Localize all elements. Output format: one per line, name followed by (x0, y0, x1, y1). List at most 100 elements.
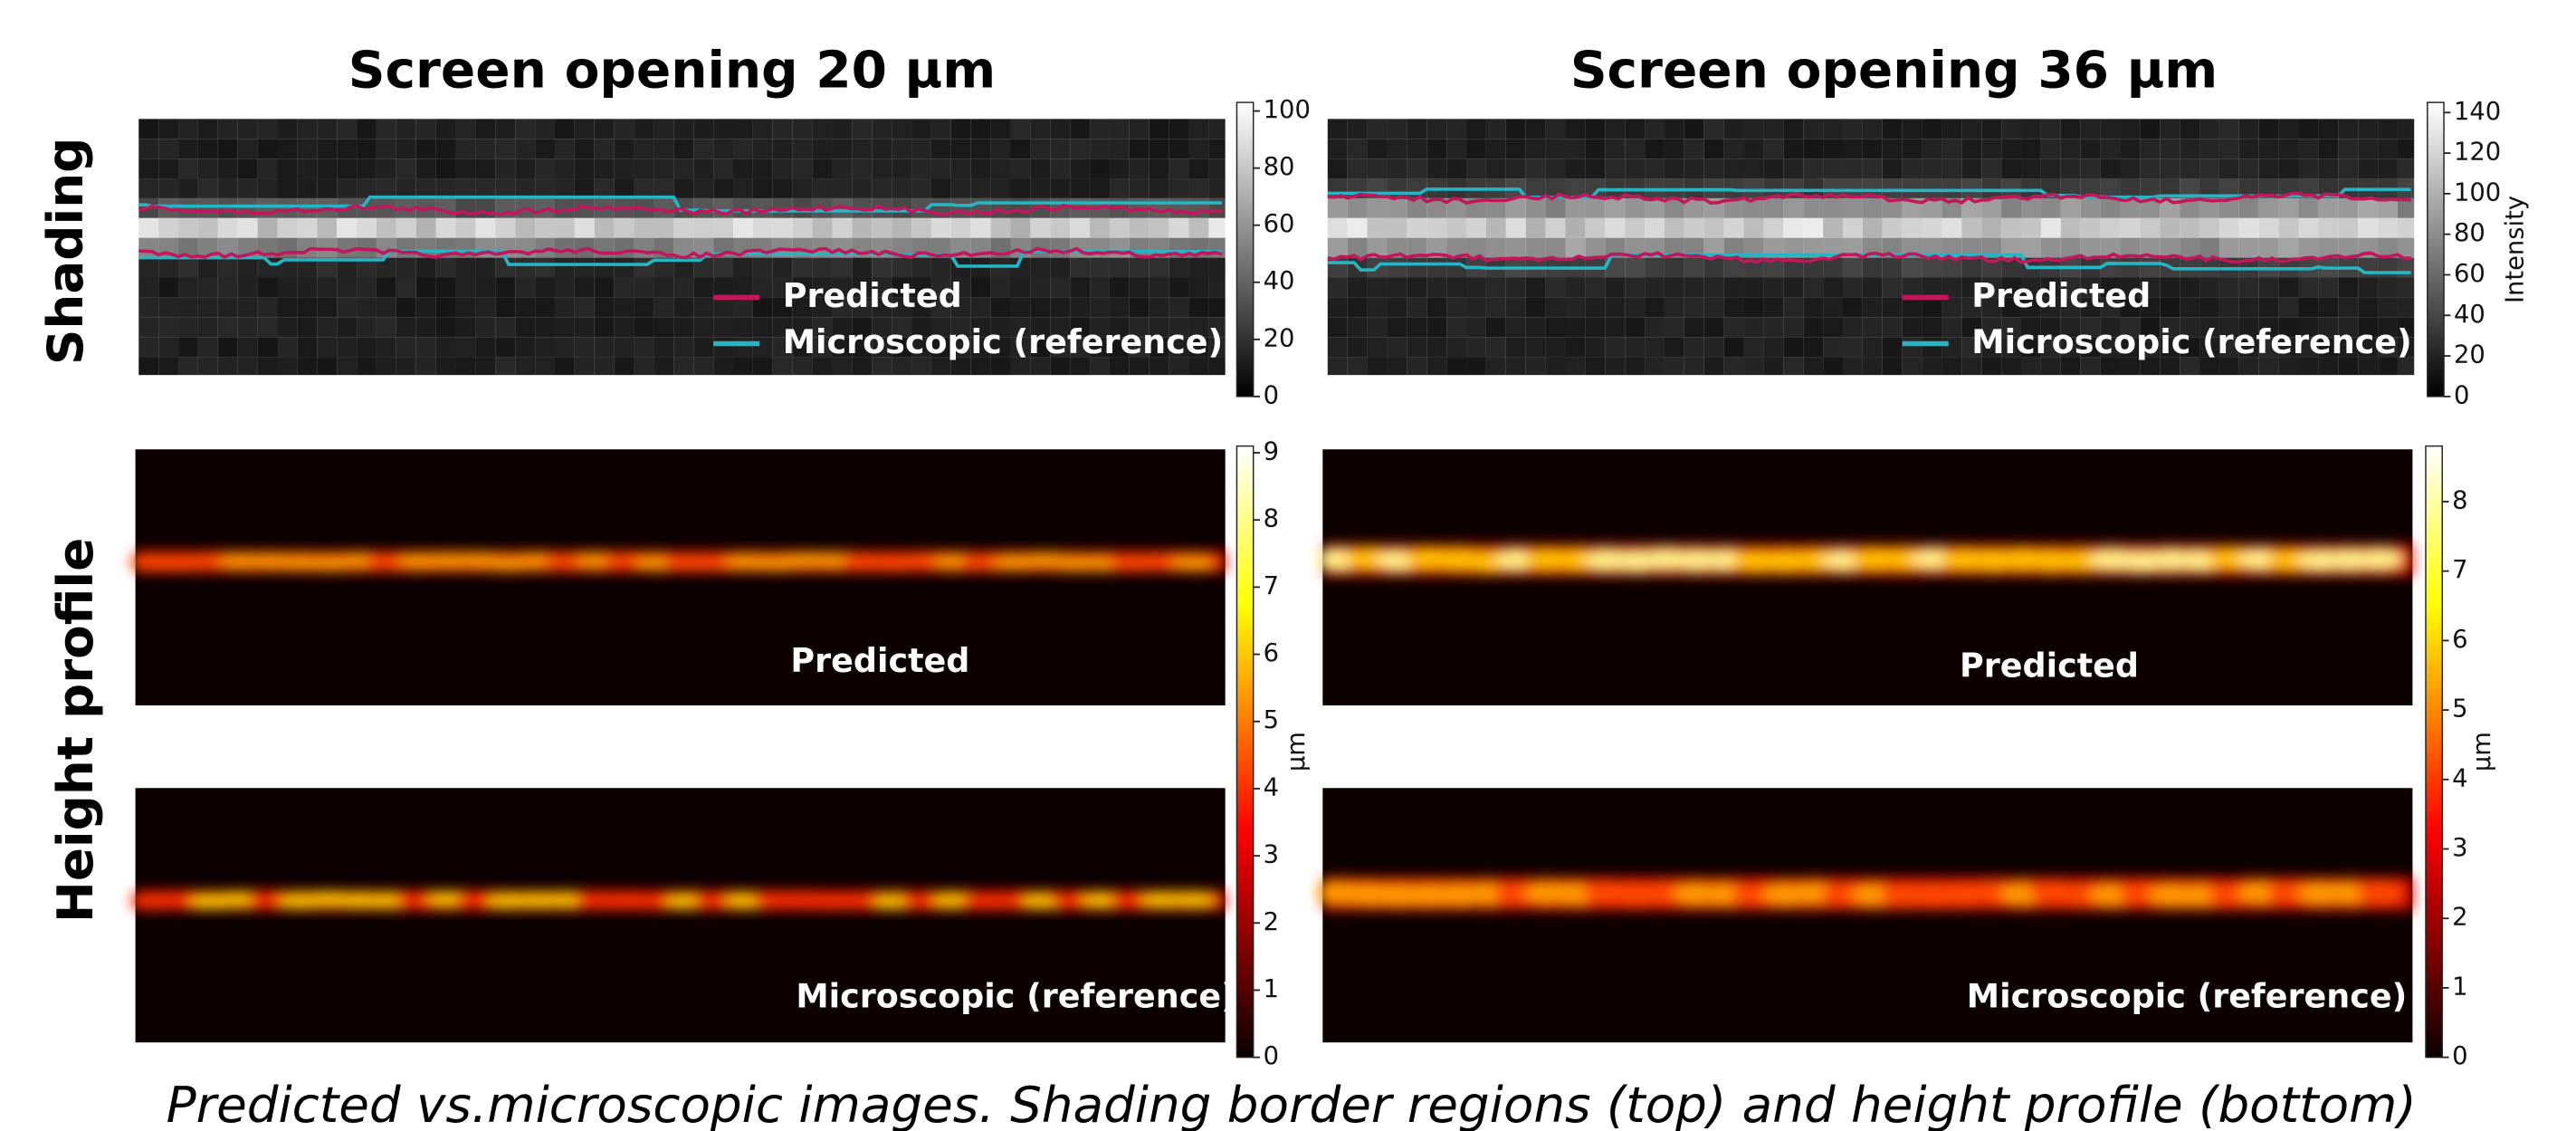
pixel (1407, 237, 1427, 258)
pixel (2040, 357, 2061, 376)
pixel (337, 158, 358, 179)
pixel (970, 277, 991, 298)
pixel (2100, 237, 2121, 258)
pixel (317, 217, 338, 238)
pixel (654, 337, 674, 358)
pixel (1684, 357, 1704, 376)
pixel (2120, 197, 2141, 218)
pixel (2218, 217, 2239, 238)
pixel (673, 277, 694, 298)
pixel (2060, 357, 2081, 376)
pixel (1387, 297, 1407, 318)
pixel (2258, 297, 2279, 318)
pixel (2278, 197, 2299, 218)
pixel (237, 178, 258, 198)
pixel (693, 178, 714, 198)
pixel (792, 337, 813, 358)
pixel (357, 357, 377, 376)
pixel (693, 257, 714, 278)
colorbar-tick-label: 2 (1264, 908, 1279, 936)
pixel (1605, 158, 1626, 179)
pixel (158, 277, 179, 298)
pixel (1070, 317, 1091, 338)
pixel (1129, 257, 1150, 278)
pixel (1327, 139, 1348, 159)
pixel (2021, 178, 2041, 198)
pixel (2258, 317, 2279, 338)
pixel (1030, 297, 1051, 318)
pixel (415, 357, 436, 376)
pixel (2397, 337, 2415, 358)
pixel (713, 317, 734, 338)
pixel (2258, 178, 2279, 198)
pixel (1090, 257, 1110, 278)
pixel (2358, 357, 2379, 376)
pixel (1010, 277, 1031, 298)
pixel (1565, 357, 1586, 376)
pixel (970, 317, 991, 338)
pixel (1981, 357, 2002, 376)
pixel (1466, 357, 1486, 376)
pixel (930, 317, 951, 338)
pixel (1703, 158, 1724, 179)
pixel (1347, 217, 1368, 238)
pixel (1645, 139, 1665, 159)
pixel (832, 139, 853, 159)
pixel (475, 139, 496, 159)
pixel (930, 357, 951, 376)
pixel (495, 357, 516, 376)
pixel (733, 139, 753, 159)
pixel (435, 257, 456, 278)
pixel (435, 357, 456, 376)
pixel (1664, 257, 1684, 278)
pixel (634, 277, 654, 298)
pixel (1823, 277, 1843, 298)
pixel (792, 119, 813, 139)
pixel (554, 197, 575, 218)
pixel (515, 317, 536, 338)
pixel (673, 178, 694, 198)
height-image: Microscopic (reference) (1316, 788, 2413, 1043)
pixel (1922, 277, 1942, 298)
pixel (1783, 237, 1804, 258)
pixel (475, 158, 496, 179)
pixel (495, 217, 516, 238)
pixel (1743, 277, 1764, 298)
pixel (1842, 257, 1863, 278)
pixel (990, 158, 1011, 179)
pixel (2397, 197, 2415, 218)
pixel (673, 139, 694, 159)
pixel (1763, 277, 1784, 298)
pixel (1981, 337, 2002, 358)
pixel (1625, 237, 1646, 258)
pixel (2338, 277, 2359, 298)
pixel (1466, 317, 1486, 338)
pixel (535, 158, 555, 179)
pixel (772, 158, 793, 179)
pixel (2218, 237, 2239, 258)
pixel (1902, 337, 1922, 358)
pixel (1842, 277, 1863, 298)
pixel (792, 178, 813, 198)
pixel (1505, 237, 1526, 258)
pixel (1070, 337, 1091, 358)
pixel (1129, 337, 1150, 358)
pixel (217, 277, 238, 298)
pixel (2218, 178, 2239, 198)
pixel (930, 119, 951, 139)
pixel (1902, 357, 1922, 376)
pixel (475, 337, 496, 358)
pixel (2318, 158, 2339, 179)
pixel (357, 119, 377, 139)
pixel (1485, 139, 1506, 159)
pixel (752, 119, 773, 139)
pixel (892, 217, 912, 238)
colorbar-tick-label: 4 (1264, 773, 1279, 801)
pixel (1605, 119, 1626, 139)
pixel (1367, 119, 1388, 139)
pixel (1505, 357, 1526, 376)
pixel (1347, 139, 1368, 159)
pixel (138, 357, 159, 376)
pixel (1625, 357, 1646, 376)
pixel (1585, 297, 1606, 318)
